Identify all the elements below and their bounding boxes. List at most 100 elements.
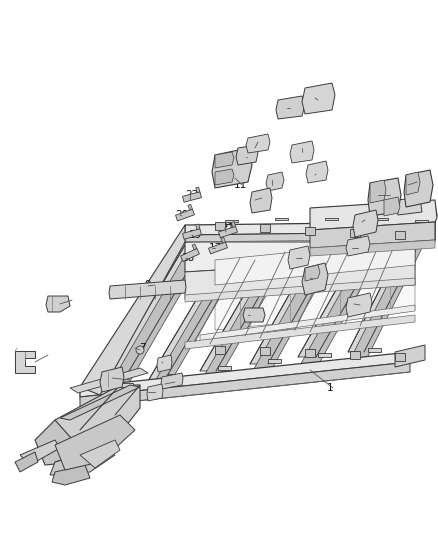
Polygon shape bbox=[260, 224, 270, 232]
Polygon shape bbox=[185, 232, 435, 242]
Polygon shape bbox=[350, 229, 360, 237]
Polygon shape bbox=[310, 240, 435, 256]
Polygon shape bbox=[109, 280, 186, 299]
Polygon shape bbox=[368, 348, 381, 352]
Polygon shape bbox=[188, 204, 192, 210]
Polygon shape bbox=[231, 222, 236, 227]
Polygon shape bbox=[276, 96, 305, 119]
Polygon shape bbox=[266, 172, 284, 191]
Polygon shape bbox=[100, 238, 213, 402]
Text: 23: 23 bbox=[311, 170, 325, 180]
Polygon shape bbox=[46, 296, 70, 312]
Polygon shape bbox=[318, 353, 331, 357]
Polygon shape bbox=[305, 227, 315, 235]
Polygon shape bbox=[15, 351, 35, 373]
Text: 20: 20 bbox=[176, 210, 189, 220]
Polygon shape bbox=[183, 192, 201, 202]
Polygon shape bbox=[310, 222, 435, 248]
Polygon shape bbox=[185, 228, 415, 272]
Polygon shape bbox=[35, 420, 80, 465]
Polygon shape bbox=[325, 218, 338, 220]
Text: 22: 22 bbox=[185, 190, 198, 200]
Polygon shape bbox=[200, 224, 301, 371]
Polygon shape bbox=[288, 246, 310, 269]
Polygon shape bbox=[268, 359, 281, 363]
Polygon shape bbox=[260, 348, 270, 356]
Polygon shape bbox=[215, 152, 234, 168]
Polygon shape bbox=[215, 222, 225, 230]
Polygon shape bbox=[302, 83, 335, 114]
Text: 24: 24 bbox=[251, 143, 265, 153]
Polygon shape bbox=[225, 220, 238, 222]
Text: 33: 33 bbox=[357, 300, 370, 310]
Text: 12: 12 bbox=[241, 152, 254, 162]
Polygon shape bbox=[404, 170, 433, 207]
Text: 25: 25 bbox=[298, 147, 311, 157]
Text: 15: 15 bbox=[413, 177, 427, 187]
Polygon shape bbox=[20, 440, 60, 465]
Text: 8: 8 bbox=[57, 297, 64, 307]
Text: 17: 17 bbox=[208, 243, 222, 253]
Polygon shape bbox=[55, 448, 115, 475]
Polygon shape bbox=[275, 218, 288, 220]
Text: 11: 11 bbox=[306, 273, 320, 283]
Polygon shape bbox=[215, 345, 225, 353]
Polygon shape bbox=[219, 227, 237, 238]
Polygon shape bbox=[346, 236, 370, 256]
Polygon shape bbox=[185, 278, 415, 302]
Text: 26: 26 bbox=[283, 103, 297, 113]
Polygon shape bbox=[305, 265, 320, 281]
Polygon shape bbox=[80, 225, 185, 395]
Text: 10: 10 bbox=[291, 253, 304, 263]
Polygon shape bbox=[236, 145, 258, 165]
Polygon shape bbox=[185, 315, 415, 349]
Text: 2: 2 bbox=[19, 357, 25, 367]
Polygon shape bbox=[148, 226, 256, 381]
Text: 1: 1 bbox=[327, 383, 333, 393]
Text: 7: 7 bbox=[139, 343, 145, 353]
Polygon shape bbox=[346, 293, 372, 317]
Polygon shape bbox=[395, 345, 425, 367]
Polygon shape bbox=[80, 352, 410, 397]
Polygon shape bbox=[168, 374, 181, 378]
Polygon shape bbox=[305, 350, 315, 358]
Polygon shape bbox=[298, 221, 393, 357]
Polygon shape bbox=[215, 240, 415, 285]
Polygon shape bbox=[250, 232, 348, 376]
Polygon shape bbox=[375, 218, 388, 220]
Polygon shape bbox=[215, 169, 234, 185]
Polygon shape bbox=[148, 236, 256, 393]
Polygon shape bbox=[400, 222, 435, 243]
Polygon shape bbox=[185, 258, 415, 299]
Text: 14: 14 bbox=[251, 195, 265, 205]
Text: 8: 8 bbox=[252, 310, 258, 320]
Polygon shape bbox=[55, 415, 135, 470]
Polygon shape bbox=[120, 383, 133, 387]
Polygon shape bbox=[246, 134, 270, 153]
Polygon shape bbox=[200, 305, 415, 341]
Polygon shape bbox=[310, 200, 437, 230]
Text: 12: 12 bbox=[348, 243, 362, 253]
Text: 4: 4 bbox=[175, 377, 181, 387]
Polygon shape bbox=[208, 242, 227, 254]
Polygon shape bbox=[212, 148, 252, 188]
Polygon shape bbox=[250, 188, 272, 213]
Text: 13: 13 bbox=[361, 215, 374, 225]
Text: 9: 9 bbox=[145, 280, 151, 290]
Polygon shape bbox=[243, 308, 265, 322]
Polygon shape bbox=[192, 244, 197, 250]
Polygon shape bbox=[221, 237, 226, 243]
Polygon shape bbox=[80, 362, 410, 407]
Polygon shape bbox=[147, 384, 163, 401]
Text: 13: 13 bbox=[311, 93, 325, 103]
Polygon shape bbox=[250, 222, 348, 364]
Text: 21: 21 bbox=[221, 223, 235, 233]
Polygon shape bbox=[395, 198, 422, 215]
Polygon shape bbox=[302, 263, 328, 295]
Polygon shape bbox=[306, 161, 328, 183]
Polygon shape bbox=[395, 353, 405, 361]
Text: 3: 3 bbox=[115, 377, 121, 387]
Polygon shape bbox=[348, 220, 431, 352]
Polygon shape bbox=[80, 357, 410, 400]
Polygon shape bbox=[196, 224, 200, 230]
